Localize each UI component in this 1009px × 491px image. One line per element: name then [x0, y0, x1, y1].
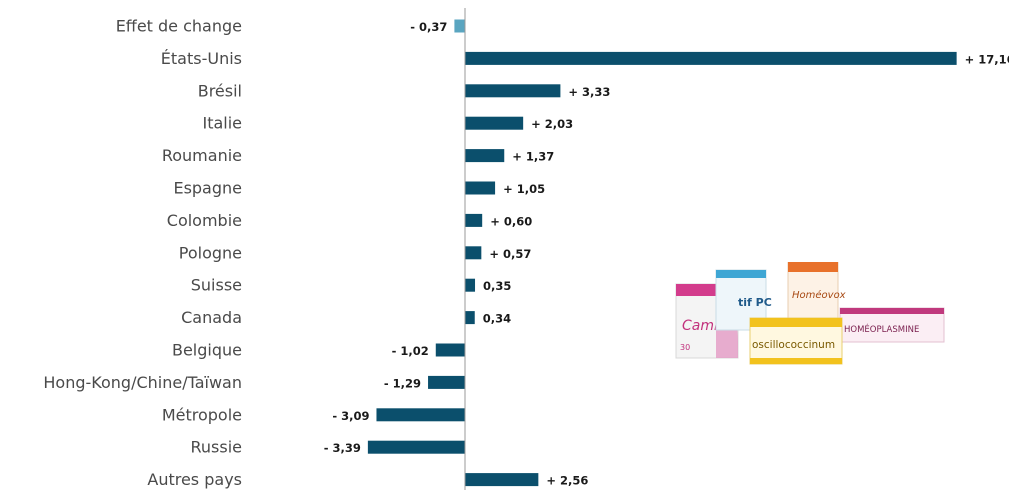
value-label: + 3,33 [568, 85, 610, 99]
category-label: Pologne [179, 243, 242, 262]
bars [368, 20, 957, 487]
value-label: + 17,16 [965, 52, 1009, 66]
product-boxes-image: Camilia 30 tif PC Homéovox HOMÉOPLASMINE… [672, 262, 948, 368]
bar [465, 311, 475, 324]
bar [465, 279, 475, 292]
category-label: Espagne [173, 179, 242, 198]
value-label: 0,34 [483, 312, 511, 326]
pc-box-label: tif PC [738, 296, 772, 309]
category-label: Russie [191, 438, 243, 457]
bar [465, 473, 538, 486]
bar [368, 441, 465, 454]
value-label: - 1,29 [384, 376, 421, 390]
bar [454, 20, 465, 33]
bar [428, 376, 465, 389]
bar [465, 117, 523, 130]
homeoplasmine-box-label: HOMÉOPLASMINE [844, 323, 919, 335]
bar [465, 246, 481, 259]
category-label: Roumanie [162, 146, 242, 165]
category-label: États-Unis [161, 49, 242, 68]
oscillococcinum-box: oscillococcinum [750, 318, 842, 364]
bar [465, 214, 482, 227]
category-label: Effet de change [116, 17, 242, 36]
value-label: + 2,56 [546, 474, 588, 488]
category-label: Italie [202, 114, 242, 133]
value-label: - 1,02 [392, 344, 429, 358]
category-label: Colombie [167, 211, 242, 230]
homeoplasmine-box: HOMÉOPLASMINE [840, 308, 944, 342]
oscillococcinum-box-label: oscillococcinum [752, 339, 835, 351]
value-label: + 0,57 [489, 247, 531, 261]
category-label: Hong-Kong/Chine/Taïwan [43, 373, 242, 392]
value-label: - 3,39 [324, 441, 361, 455]
category-labels: Effet de change États-Unis Brésil Italie Rou… [43, 17, 242, 490]
bar [465, 149, 504, 162]
category-label: Métropole [162, 405, 242, 424]
value-label: + 1,37 [512, 150, 554, 164]
value-label: - 0,37 [410, 20, 447, 34]
bar [465, 182, 495, 195]
svg-text:30: 30 [680, 343, 690, 352]
bar [465, 52, 957, 65]
bar [465, 84, 560, 97]
value-label: - 3,09 [332, 409, 369, 423]
category-label: Brésil [198, 81, 242, 100]
homeovox-box-label: Homéovox [792, 289, 846, 301]
value-label: + 1,05 [503, 182, 545, 196]
value-label: 0,35 [483, 279, 511, 293]
category-label: Belgique [172, 341, 242, 360]
category-label: Autres pays [147, 470, 242, 489]
homeovox-box: Homéovox [788, 262, 846, 326]
value-label: + 2,03 [531, 117, 573, 131]
category-label: Canada [181, 308, 242, 327]
value-label: + 0,60 [490, 214, 532, 228]
bar [436, 344, 465, 357]
bar [376, 408, 465, 421]
category-label: Suisse [191, 276, 242, 295]
